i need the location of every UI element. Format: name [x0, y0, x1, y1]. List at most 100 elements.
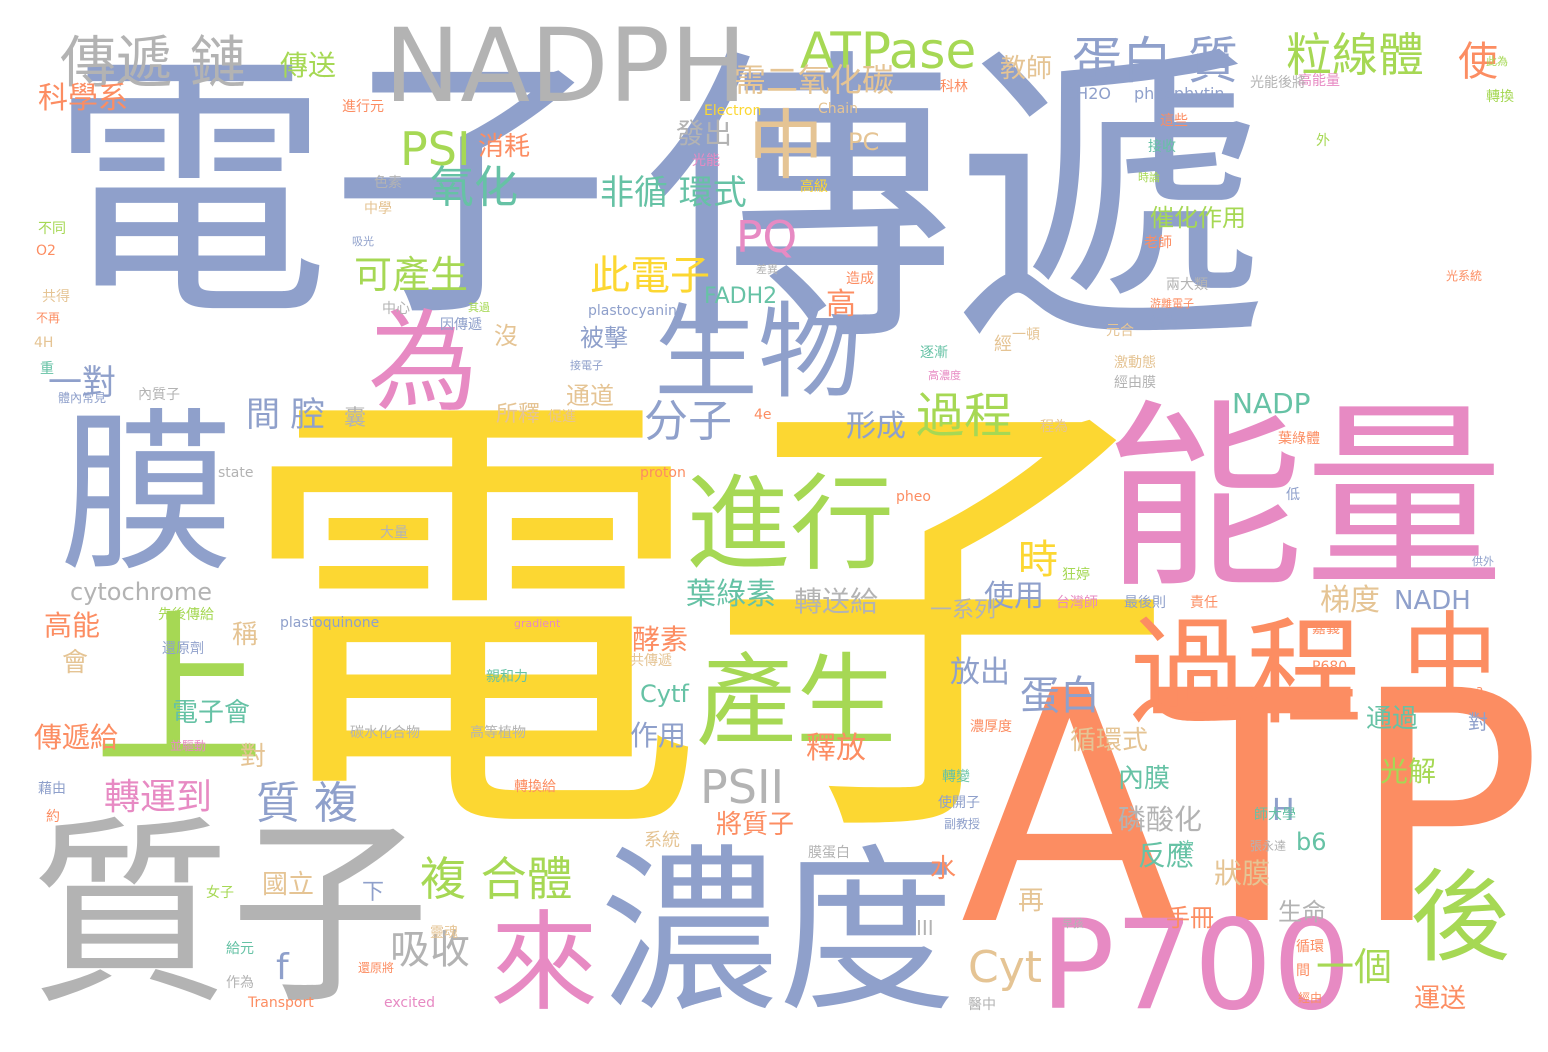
word: 能量: [1104, 383, 1505, 616]
word: 經由: [1298, 991, 1323, 1005]
word: 對: [240, 742, 267, 772]
word: 國立: [262, 870, 315, 900]
word: 進行: [686, 463, 895, 585]
word: f: [276, 947, 289, 988]
word: 後: [1410, 859, 1510, 976]
word: 電子: [236, 349, 1176, 896]
word: PSI: [400, 122, 471, 176]
word: P700: [1040, 894, 1352, 1038]
word: 膜: [60, 393, 235, 596]
word: 放出: [950, 655, 1010, 690]
word: 會: [62, 648, 89, 678]
word: PSII: [700, 760, 785, 814]
word: 酵素: [632, 623, 689, 656]
word: 發出: [676, 117, 733, 150]
word: gradient: [514, 617, 561, 630]
word: 釋放: [806, 731, 866, 766]
word: 此電子: [590, 253, 710, 299]
word: 狂婷: [1062, 567, 1090, 583]
word: 副教授: [944, 817, 981, 831]
word: O2: [36, 243, 56, 259]
word: 高能量: [1298, 73, 1340, 89]
word: 轉運到: [104, 777, 213, 818]
word: 對: [1468, 710, 1488, 734]
word: 高: [826, 287, 856, 322]
word: 共得: [42, 289, 70, 305]
word: 吸收: [390, 927, 470, 973]
word: 約: [46, 809, 60, 825]
word: 磷酸化: [1118, 803, 1203, 836]
word: 形成: [846, 409, 906, 444]
word: 間 腔: [246, 395, 325, 435]
word: 這些: [1160, 113, 1188, 129]
word: III: [916, 916, 934, 940]
word: 狀膜: [1214, 857, 1271, 890]
word: 通過: [1366, 704, 1419, 734]
word: 通道: [566, 382, 614, 410]
word: 濃度: [600, 829, 956, 1036]
word: 中學: [364, 201, 392, 217]
word: ATPase: [800, 22, 977, 80]
word: 兩大類: [1166, 277, 1208, 293]
word: 再: [1018, 886, 1045, 916]
word: 運送: [1414, 984, 1467, 1014]
word: 傳遞: [646, 22, 1266, 383]
word: 傳遞 鏈: [60, 31, 246, 96]
word: 下: [362, 880, 385, 905]
word: 親和力: [486, 669, 528, 685]
word: 質子: [30, 799, 431, 1032]
word: 來: [490, 901, 599, 1026]
word: 女子: [206, 885, 234, 901]
word: 葉綠體: [1278, 431, 1320, 447]
word: 逐漸: [920, 345, 948, 361]
word: 使開子: [938, 795, 980, 811]
word: 中: [1402, 602, 1498, 714]
word: 手冊: [1166, 904, 1214, 932]
word: NADP: [1232, 387, 1311, 420]
word: 經: [994, 334, 1012, 355]
word: 給元: [226, 941, 254, 957]
word: 最後則: [1124, 595, 1166, 611]
word: 游離電子: [1150, 297, 1194, 310]
word: 蛋白: [1020, 673, 1100, 719]
word: 內膜: [1118, 764, 1171, 794]
word: 外: [1316, 133, 1330, 149]
word: 可產生: [354, 253, 469, 297]
word: 低: [1286, 487, 1300, 503]
word: plastocyanin: [588, 303, 677, 319]
word: 一次: [1170, 839, 1195, 853]
word: 作為: [226, 975, 254, 991]
word: 靈魂: [430, 925, 458, 941]
word: 過程: [1130, 606, 1362, 741]
word: 因傳遞: [440, 317, 482, 333]
word: Cytf: [640, 680, 689, 708]
word: 循環: [1296, 939, 1324, 955]
word: 科林: [940, 79, 968, 95]
word: 上: [94, 594, 265, 792]
word: 濃厚度: [970, 719, 1012, 735]
word: 激動態: [1114, 355, 1156, 371]
word: 生命: [1278, 898, 1326, 926]
word: 不同: [38, 221, 66, 237]
word: 電子會: [172, 698, 251, 728]
word: 梯度: [1320, 583, 1380, 618]
word: PC: [848, 128, 880, 156]
word: 沒: [494, 322, 518, 350]
word: 光系統: [1446, 269, 1483, 283]
word: 教師: [1000, 54, 1053, 84]
word: 4e: [754, 407, 772, 423]
word: 並驅動: [170, 739, 207, 753]
word: 4H: [34, 335, 54, 351]
word: 不再: [36, 311, 61, 325]
word: 轉換給: [514, 779, 556, 795]
word: a: [1476, 683, 1484, 697]
word: 光能: [692, 153, 720, 169]
word: 粒線體: [1286, 28, 1424, 82]
word: b6: [1296, 828, 1327, 856]
word: 作用: [630, 719, 687, 752]
word: FADH2: [704, 284, 778, 309]
word: 責任: [1190, 595, 1218, 611]
word: 一系列: [930, 598, 997, 623]
word: 系統: [644, 830, 680, 851]
